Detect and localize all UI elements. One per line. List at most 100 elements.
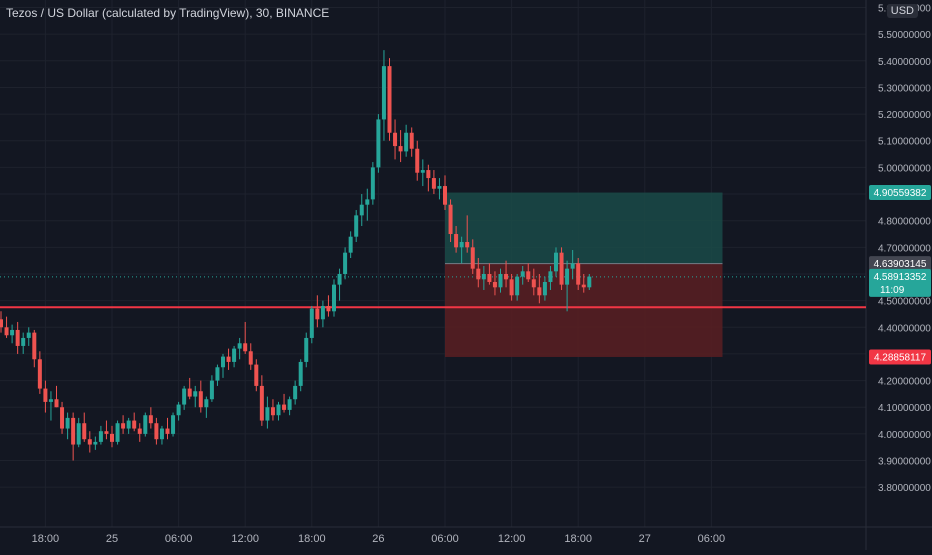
price-label-text: 4.58913352 <box>874 272 927 283</box>
candle-body <box>215 367 220 381</box>
price-label: 4.28858117 <box>869 349 931 365</box>
candle-body <box>176 404 181 416</box>
candle-body <box>304 337 309 362</box>
time-axis[interactable]: 18:00 25 06:00 12:00 18:00 26 06:00 12:00 18:00 2… <box>32 533 726 545</box>
candle-body <box>82 423 87 440</box>
candle <box>537 273 542 304</box>
price-tick-label: 3.80000000 <box>878 483 931 494</box>
candle <box>504 260 509 288</box>
candle-body <box>437 186 442 189</box>
price-label: 4.63903145 <box>869 256 931 272</box>
candle <box>492 271 497 296</box>
candle <box>287 396 292 416</box>
price-tick-label: 5.10000000 <box>878 137 931 148</box>
candle <box>43 380 48 413</box>
time-tick-label: 26 <box>372 533 384 545</box>
candle-body <box>404 132 409 152</box>
candle-body <box>126 420 131 429</box>
candle <box>581 273 586 293</box>
candle <box>243 321 248 354</box>
candle-body <box>159 428 164 440</box>
price-label-text: 4.28858117 <box>874 352 927 363</box>
currency-badge[interactable]: USD <box>886 4 918 18</box>
candle <box>21 332 26 354</box>
candle-body <box>187 388 192 397</box>
candle <box>93 436 98 450</box>
candle-body <box>254 364 259 386</box>
candle-body <box>259 385 264 421</box>
candle-body <box>554 252 558 272</box>
candle-body <box>376 119 381 168</box>
candle <box>526 263 531 282</box>
candle-body <box>221 356 225 368</box>
candle <box>76 417 81 448</box>
price-label-text: 4.63903145 <box>874 259 927 270</box>
time-tick-label: 18:00 <box>564 533 592 545</box>
candle <box>437 178 442 200</box>
candle-body <box>298 361 303 386</box>
position-box-layer[interactable] <box>445 192 723 357</box>
candle <box>520 265 525 285</box>
candle-body <box>343 252 348 274</box>
candle <box>193 385 198 408</box>
candle-body <box>370 167 375 200</box>
candle-body <box>282 404 287 410</box>
candle-body <box>492 281 497 288</box>
price-tick-label: 5.50000000 <box>878 30 931 41</box>
candle <box>515 273 520 301</box>
candle-body <box>509 279 514 296</box>
candle <box>98 425 103 445</box>
price-tick-label: 5.40000000 <box>878 57 931 68</box>
horizontal-line-layer[interactable] <box>0 276 866 309</box>
candle-body <box>4 327 9 336</box>
candle-body <box>198 391 203 408</box>
candle-body <box>332 284 336 312</box>
candle <box>465 215 470 253</box>
candle <box>254 359 259 392</box>
candle <box>110 425 114 448</box>
candle-body <box>237 343 242 349</box>
candle <box>171 412 176 437</box>
candle-body <box>398 146 403 152</box>
candle <box>187 377 192 400</box>
candle-body <box>48 399 53 402</box>
candle-body <box>115 423 120 442</box>
candle <box>448 199 453 243</box>
candle <box>154 417 159 445</box>
candle <box>82 412 87 442</box>
candle-body <box>426 170 431 179</box>
position-profit-zone[interactable] <box>445 192 723 264</box>
candle <box>4 316 9 338</box>
candle <box>376 114 381 173</box>
candle-body <box>415 148 420 173</box>
price-axis[interactable]: 5.600000005.500000005.400000005.30000000… <box>878 4 931 495</box>
candle-body <box>121 423 126 429</box>
candle-body <box>87 439 92 445</box>
candle-body <box>542 281 547 296</box>
candle <box>470 239 475 274</box>
candle <box>276 401 281 421</box>
candle <box>265 396 270 429</box>
price-label: 4.90559382 <box>869 185 931 201</box>
candle <box>326 295 331 317</box>
candle <box>226 348 231 370</box>
time-tick-label: 12:00 <box>231 533 259 545</box>
candle-body <box>137 428 142 434</box>
candle-body <box>93 441 98 445</box>
candle <box>509 273 514 301</box>
time-tick-label: 12:00 <box>498 533 526 545</box>
candle-body <box>226 356 231 362</box>
candle <box>115 420 120 445</box>
candle-body <box>276 404 281 416</box>
candle-body <box>243 343 248 352</box>
price-tick-label: 4.70000000 <box>878 243 931 254</box>
candle <box>132 412 137 432</box>
candle-body <box>232 348 237 362</box>
time-tick-label: 27 <box>639 533 651 545</box>
time-tick-label: 18:00 <box>298 533 326 545</box>
candle <box>365 188 370 221</box>
candle-body <box>71 417 76 445</box>
candle <box>343 247 348 280</box>
